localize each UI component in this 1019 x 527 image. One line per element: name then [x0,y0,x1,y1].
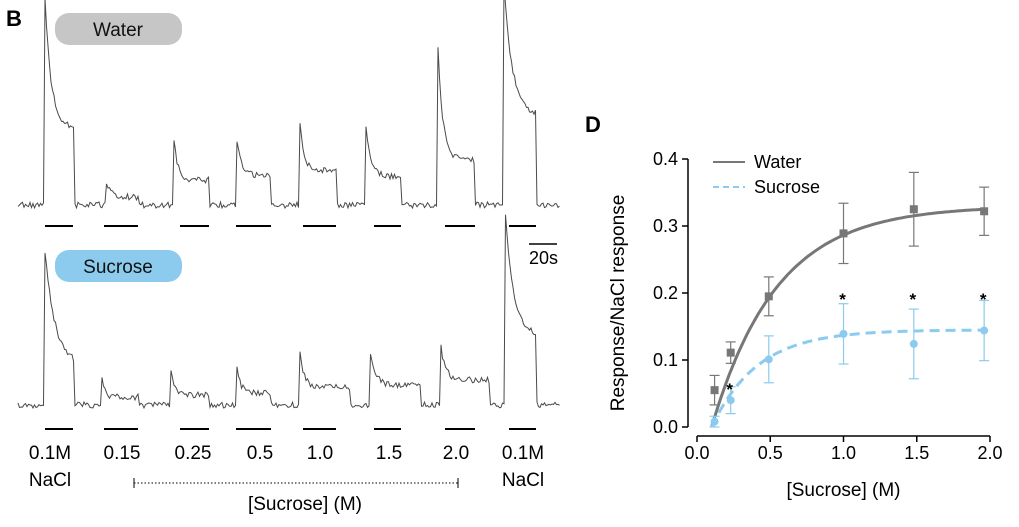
stimulus-concentration-label: 0.15 [104,443,141,464]
stimulus-name-label: NaCl [29,470,71,491]
stimulus-name-label: NaCl [502,470,544,491]
water-data-point [839,229,848,238]
y-tick-label: 0.0 [653,417,678,437]
panel-letter-d: D [585,112,601,137]
stimulus-concentration-label: 1.5 [376,443,402,464]
significance-marker: * [910,290,917,309]
significance-marker: * [980,290,987,309]
significance-marker: * [726,380,733,399]
significance-marker: * [839,290,846,309]
y-tick-label: 0.3 [653,216,678,236]
sucrose-data-point [710,417,719,426]
stimulus-concentration-label: 0.5 [247,443,273,464]
sucrose-response-trace [17,214,560,410]
sucrose-label: Sucrose [83,257,153,278]
sucrose-data-point [764,355,773,364]
water-legend-label: Water [754,152,801,172]
stimulus-concentration-label: 0.1M [29,443,71,464]
sucrose-data-point [839,329,848,338]
sucrose-fit-line [710,328,985,428]
sucrose-data-point [980,326,989,335]
x-tick-label: 0.5 [758,443,783,463]
sucrose-data-point [726,396,735,405]
water-data-point [726,348,735,357]
x-tick-label: 0.0 [684,443,709,463]
stimulus-concentration-label: 2.0 [443,443,469,464]
x-tick-label: 1.0 [831,443,856,463]
panel-letter-b: B [6,6,22,31]
water-data-point [980,207,989,216]
y-tick-label: 0.1 [653,350,678,370]
dose-response-chart: 0.0 0.1 0.2 0.3 0.4 0.0 0.5 1.0 1.5 2.0 [Sucrose] … [608,149,1003,501]
water-response-trace [17,0,560,210]
sucrose-legend-label: Sucrose [754,177,820,197]
y-tick-label: 0.4 [653,149,678,169]
water-data-point [710,386,719,395]
x-tick-label: 1.5 [904,443,929,463]
x-axis-title: [Sucrose] (M) [786,480,900,501]
scale-bar-label: 20s [529,248,558,268]
sucrose-range-label: [Sucrose] (M) [248,494,362,515]
y-axis-title: Response/NaCl response [608,195,629,412]
y-tick-label: 0.2 [653,283,678,303]
sucrose-data-point [909,339,918,348]
stimulus-concentration-label: 0.25 [175,443,212,464]
water-fit-line [710,207,985,428]
stimulus-concentration-label: 1.0 [307,443,333,464]
water-label-pill [55,13,182,45]
water-data-point [764,292,773,301]
sucrose-label-pill [55,250,182,282]
water-label: Water [93,20,144,41]
x-tick-label: 2.0 [977,443,1002,463]
stimulus-concentration-label: 0.1M [502,443,544,464]
stimulus-labels: 0.1M NaCl 0.15 0.25 0.5 1.0 1.5 2.0 0.1M NaCl [29,443,544,491]
water-data-point [909,205,918,214]
